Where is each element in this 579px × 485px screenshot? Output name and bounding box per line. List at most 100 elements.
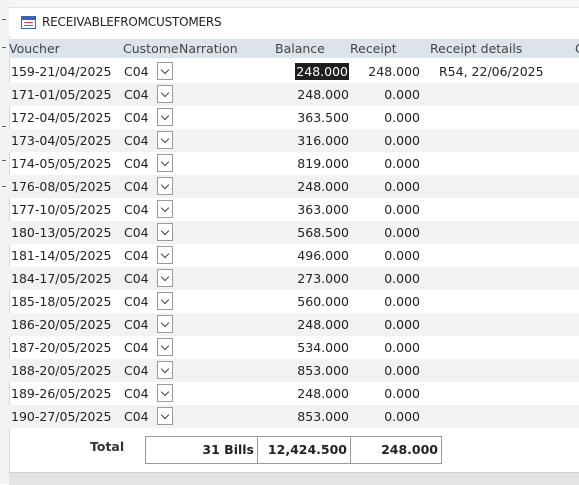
voucher-cell[interactable]: 159-21/04/2025 <box>11 64 112 79</box>
table-row[interactable]: 190-27/05/2025 C04 853.000 0.000 <box>9 405 579 428</box>
balance-cell[interactable]: 248.000 <box>295 63 349 80</box>
receipt-cell[interactable]: 0.000 <box>384 179 420 194</box>
balance-cell[interactable]: 248.000 <box>297 386 349 401</box>
balance-cell[interactable]: 568.500 <box>297 225 349 240</box>
receipt-cell[interactable]: 0.000 <box>384 363 420 378</box>
voucher-cell[interactable]: 172-04/05/2025 <box>11 110 112 125</box>
receipt-cell[interactable]: 0.000 <box>384 340 420 355</box>
receipt-cell[interactable]: 248.000 <box>368 64 420 79</box>
voucher-cell[interactable]: 184-17/05/2025 <box>11 271 112 286</box>
balance-cell[interactable]: 363.500 <box>297 110 349 125</box>
customer-dropdown-button[interactable] <box>157 108 173 126</box>
table-row[interactable]: 187-20/05/2025 C04 534.000 0.000 <box>9 336 579 359</box>
table-row[interactable]: 172-04/05/2025 C04 363.500 0.000 <box>9 106 579 129</box>
table-row[interactable]: 173-04/05/2025 C04 316.000 0.000 <box>9 129 579 152</box>
customer-cell[interactable]: C04 <box>124 202 149 217</box>
customer-cell[interactable]: C04 <box>124 179 149 194</box>
customer-cell[interactable]: C04 <box>124 156 149 171</box>
balance-cell[interactable]: 853.000 <box>297 409 349 424</box>
customer-dropdown-button[interactable] <box>157 384 173 402</box>
balance-cell[interactable]: 248.000 <box>297 179 349 194</box>
receipt-details-cell[interactable]: R54, 22/06/2025 <box>439 64 544 79</box>
table-row[interactable]: 185-18/05/2025 C04 560.000 0.000 <box>9 290 579 313</box>
column-header-balance[interactable]: Balance <box>275 41 325 56</box>
voucher-cell[interactable]: 181-14/05/2025 <box>11 248 112 263</box>
voucher-cell[interactable]: 190-27/05/2025 <box>11 409 112 424</box>
customer-cell[interactable]: C04 <box>124 271 149 286</box>
balance-cell[interactable]: 248.000 <box>297 87 349 102</box>
balance-cell[interactable]: 363.000 <box>297 202 349 217</box>
table-row[interactable]: 180-13/05/2025 C04 568.500 0.000 <box>9 221 579 244</box>
table-row[interactable]: 184-17/05/2025 C04 273.000 0.000 <box>9 267 579 290</box>
receipt-cell[interactable]: 0.000 <box>384 386 420 401</box>
form-titlebar[interactable]: RECEIVABLEFROMCUSTOMERS <box>9 8 579 36</box>
customer-dropdown-button[interactable] <box>157 200 173 218</box>
table-row[interactable]: 181-14/05/2025 C04 496.000 0.000 <box>9 244 579 267</box>
voucher-cell[interactable]: 188-20/05/2025 <box>11 363 112 378</box>
column-header-voucher[interactable]: Voucher <box>9 41 60 56</box>
voucher-cell[interactable]: 171-01/05/2025 <box>11 87 112 102</box>
customer-dropdown-button[interactable] <box>157 338 173 356</box>
balance-cell[interactable]: 316.000 <box>297 133 349 148</box>
balance-cell[interactable]: 819.000 <box>297 156 349 171</box>
column-header-extra[interactable]: C <box>575 39 579 58</box>
customer-cell[interactable]: C04 <box>124 340 149 355</box>
customer-dropdown-button[interactable] <box>157 131 173 149</box>
receipt-cell[interactable]: 0.000 <box>384 248 420 263</box>
receipt-cell[interactable]: 0.000 <box>384 271 420 286</box>
table-row[interactable]: 186-20/05/2025 C04 248.000 0.000 <box>9 313 579 336</box>
balance-cell[interactable]: 853.000 <box>297 363 349 378</box>
column-header-receipt-details[interactable]: Receipt details <box>430 41 523 56</box>
receipt-cell[interactable]: 0.000 <box>384 409 420 424</box>
table-row[interactable]: 171-01/05/2025 C04 248.000 0.000 <box>9 83 579 106</box>
receipt-cell[interactable]: 0.000 <box>384 87 420 102</box>
table-row[interactable]: 174-05/05/2025 C04 819.000 0.000 <box>9 152 579 175</box>
column-header-receipt[interactable]: Receipt <box>350 41 397 56</box>
customer-cell[interactable]: C04 <box>124 133 149 148</box>
customer-dropdown-button[interactable] <box>157 246 173 264</box>
customer-dropdown-button[interactable] <box>157 177 173 195</box>
receipt-cell[interactable]: 0.000 <box>384 225 420 240</box>
voucher-cell[interactable]: 176-08/05/2025 <box>11 179 112 194</box>
customer-dropdown-button[interactable] <box>157 361 173 379</box>
voucher-cell[interactable]: 185-18/05/2025 <box>11 294 112 309</box>
table-row[interactable]: 188-20/05/2025 C04 853.000 0.000 <box>9 359 579 382</box>
customer-cell[interactable]: C04 <box>124 386 149 401</box>
customer-cell[interactable]: C04 <box>124 317 149 332</box>
voucher-cell[interactable]: 177-10/05/2025 <box>11 202 112 217</box>
customer-dropdown-button[interactable] <box>157 85 173 103</box>
customer-cell[interactable]: C04 <box>124 248 149 263</box>
voucher-cell[interactable]: 174-05/05/2025 <box>11 156 112 171</box>
receipt-cell[interactable]: 0.000 <box>384 294 420 309</box>
balance-cell[interactable]: 248.000 <box>297 317 349 332</box>
table-row[interactable]: 176-08/05/2025 C04 248.000 0.000 <box>9 175 579 198</box>
voucher-cell[interactable]: 186-20/05/2025 <box>11 317 112 332</box>
receipt-cell[interactable]: 0.000 <box>384 133 420 148</box>
customer-cell[interactable]: C04 <box>124 110 149 125</box>
column-header-customer[interactable]: Custome <box>123 41 179 56</box>
customer-cell[interactable]: C04 <box>124 64 149 79</box>
voucher-cell[interactable]: 180-13/05/2025 <box>11 225 112 240</box>
table-row[interactable]: 177-10/05/2025 C04 363.000 0.000 <box>9 198 579 221</box>
customer-dropdown-button[interactable] <box>157 407 173 425</box>
customer-cell[interactable]: C04 <box>124 363 149 378</box>
receipt-cell[interactable]: 0.000 <box>384 156 420 171</box>
customer-cell[interactable]: C04 <box>124 294 149 309</box>
customer-dropdown-button[interactable] <box>157 62 173 80</box>
table-row[interactable]: 159-21/04/2025 C04 248.000 248.000 R54, 22/0… <box>9 60 579 83</box>
balance-cell[interactable]: 273.000 <box>297 271 349 286</box>
voucher-cell[interactable]: 187-20/05/2025 <box>11 340 112 355</box>
customer-dropdown-button[interactable] <box>157 269 173 287</box>
table-row[interactable]: 189-26/05/2025 C04 248.000 0.000 <box>9 382 579 405</box>
balance-cell[interactable]: 534.000 <box>297 340 349 355</box>
customer-dropdown-button[interactable] <box>157 315 173 333</box>
voucher-cell[interactable]: 189-26/05/2025 <box>11 386 112 401</box>
balance-cell[interactable]: 496.000 <box>297 248 349 263</box>
balance-cell[interactable]: 560.000 <box>297 294 349 309</box>
receipt-cell[interactable]: 0.000 <box>384 110 420 125</box>
receipt-cell[interactable]: 0.000 <box>384 202 420 217</box>
customer-cell[interactable]: C04 <box>124 225 149 240</box>
customer-dropdown-button[interactable] <box>157 292 173 310</box>
column-header-narration[interactable]: Narration <box>179 41 238 56</box>
customer-dropdown-button[interactable] <box>157 154 173 172</box>
